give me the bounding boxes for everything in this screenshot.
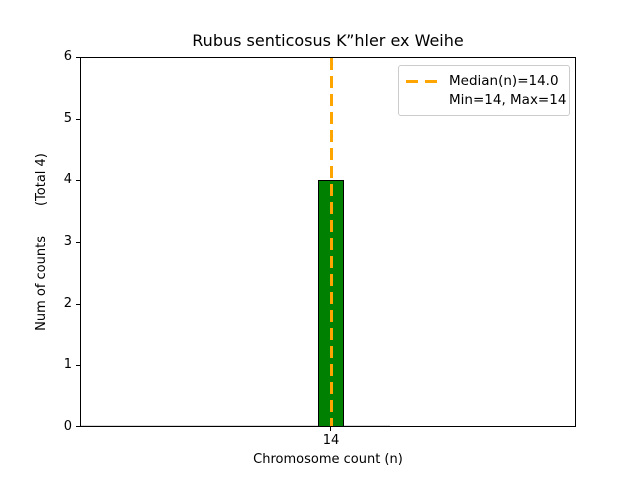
median-dashed-line (330, 58, 333, 426)
y-tick-mark (76, 57, 80, 59)
y-tick-label: 1 (63, 357, 72, 372)
y-tick-label: 5 (63, 111, 72, 126)
y-axis-label: Num of counts (Total 4) (34, 153, 50, 331)
y-tick-mark (76, 119, 80, 121)
y-tick-mark (76, 365, 80, 367)
y-axis-total-annotation: (Total 4) (34, 153, 49, 207)
y-tick-mark (76, 180, 80, 182)
legend: Median(n)=14.0 Min=14, Max=14 (398, 65, 570, 116)
y-tick-mark (76, 304, 80, 306)
x-axis-label: Chromosome count (n) (253, 452, 403, 467)
legend-median-label: Median(n)=14.0 (449, 73, 559, 89)
legend-entry-minmax: Min=14, Max=14 (406, 91, 566, 109)
y-tick-mark (76, 242, 80, 244)
y-tick-label: 4 (63, 172, 72, 187)
y-axis-label-text: Num of counts (34, 236, 49, 331)
orange-dashed-line-icon (406, 79, 439, 83)
y-tick-label: 6 (63, 49, 72, 64)
y-tick-label: 0 (63, 419, 72, 434)
x-tick-label: 14 (322, 433, 340, 448)
y-tick-label: 2 (63, 296, 72, 311)
plot-area (80, 57, 576, 427)
chart-title: Rubus senticosus K”hler ex Weihe (192, 31, 464, 50)
zero-count-baseline (81, 424, 390, 426)
y-tick-mark (76, 426, 80, 428)
legend-minmax-label: Min=14, Max=14 (449, 92, 567, 108)
x-tick-mark (330, 427, 332, 431)
y-tick-label: 3 (63, 234, 72, 249)
legend-entry-median: Median(n)=14.0 (406, 72, 560, 90)
